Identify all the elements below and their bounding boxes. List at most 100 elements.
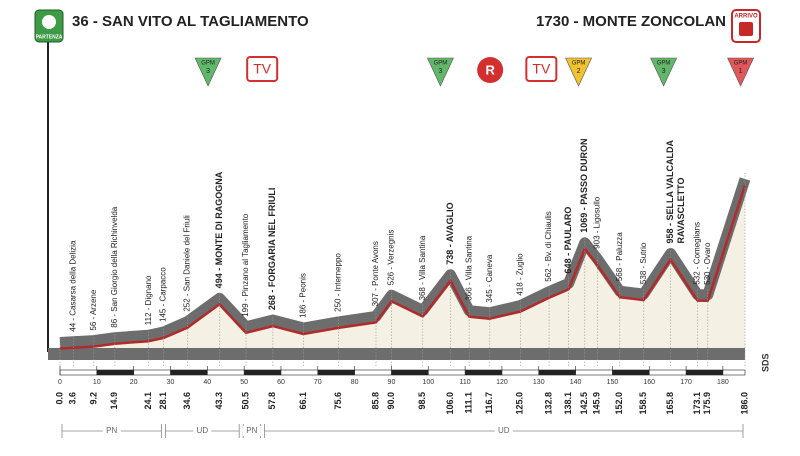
distance-label: 138.1 — [563, 392, 573, 415]
place-label: 345 - Caneva — [485, 254, 494, 303]
profile-fill — [60, 185, 745, 352]
place-label: 252 - San Daniele del Friuli — [183, 215, 192, 312]
distance-label: 3.6 — [68, 392, 78, 405]
km-segment — [686, 370, 723, 375]
region-label: UD — [498, 426, 510, 435]
distance-label: 186.0 — [739, 392, 749, 415]
x-tick-label: 70 — [314, 379, 322, 386]
place-label: 562 - Bv. di Chiaulis — [544, 211, 553, 282]
place-label: 186 - Peonis — [299, 273, 308, 318]
x-tick-label: 180 — [717, 379, 729, 386]
x-tick-label: 0 — [58, 379, 62, 386]
place-label: 366 - Villa Santina — [464, 235, 473, 300]
km-segment — [538, 370, 576, 375]
credit: SDS — [760, 353, 770, 372]
place-label: 958 - SELLA VALCALDA — [665, 140, 675, 244]
gpm-marker — [426, 57, 454, 87]
place-label: 494 - MONTE DI RAGOGNA — [214, 171, 224, 288]
distance-label: 66.1 — [298, 392, 308, 410]
distance-label: 175.9 — [702, 392, 712, 415]
gpm-text: GPM — [434, 61, 448, 67]
distance-label: 158.5 — [638, 392, 648, 415]
x-tick-label: 40 — [203, 379, 211, 386]
distance-label: 106.0 — [445, 392, 455, 415]
tv-marker — [246, 56, 279, 82]
place-label: 903 - Ligosullo — [592, 196, 601, 249]
x-tick-label: 30 — [167, 379, 175, 386]
x-tick-label: 150 — [607, 379, 619, 386]
gpm-marker — [565, 57, 593, 87]
gpm-category: 3 — [662, 68, 666, 75]
tv-text: TV — [253, 61, 272, 77]
region-label: PN — [246, 426, 257, 435]
finish-badge-text: ARRIVO — [734, 14, 758, 20]
distance-label: 98.5 — [417, 392, 427, 410]
distance-label: 24.1 — [143, 392, 153, 410]
place-label: 648 - PAULARO — [563, 207, 573, 274]
region-label: UD — [197, 426, 209, 435]
gpm-marker — [727, 57, 755, 87]
region-label-bg — [193, 426, 212, 436]
distance-label: 28.1 — [158, 392, 168, 410]
x-tick-label: 90 — [388, 379, 396, 386]
distance-label: 50.5 — [240, 392, 250, 410]
region-label-bg — [494, 426, 513, 436]
distance-label: 90.0 — [386, 392, 396, 410]
region-label-bg — [242, 426, 261, 436]
km-segment — [96, 370, 134, 375]
km-segment — [317, 370, 355, 375]
gpm-marker — [194, 57, 222, 87]
x-tick-label: 170 — [680, 379, 692, 386]
place-label: 199 - Pinzano al Tagliamento — [241, 213, 250, 317]
start-title: 36 - SAN VITO AL TAGLIAMENTO — [72, 13, 309, 30]
gpm-text: GPM — [734, 61, 748, 67]
x-tick-label: 50 — [240, 379, 248, 386]
km-segment — [170, 370, 208, 375]
gpm-text: GPM — [657, 61, 671, 67]
place-label: 307 - Ponte Avons — [371, 241, 380, 306]
start-icon — [42, 15, 56, 29]
km-segment — [612, 370, 650, 375]
distance-label: 145.9 — [592, 392, 602, 415]
distance-label: 85.8 — [370, 392, 380, 410]
distance-label: 9.2 — [88, 392, 98, 405]
distance-label: 173.1 — [692, 392, 702, 415]
distance-label: 0.0 — [54, 392, 64, 405]
gpm-category: 1 — [739, 68, 743, 75]
profile-base — [48, 348, 745, 360]
place-label: 526 - Verzegnis — [387, 230, 396, 286]
place-label: 250 - Interneppo — [334, 253, 343, 312]
km-segment — [391, 370, 429, 375]
distance-label: 132.8 — [543, 392, 553, 415]
place-label: 538 - Sutrio — [639, 242, 648, 284]
place-label: 568 - Paluzza — [615, 232, 624, 281]
tv-text: TV — [532, 61, 551, 77]
gpm-text: GPM — [572, 61, 586, 67]
km-segment — [244, 370, 281, 375]
region-label-bg — [102, 426, 121, 436]
x-tick-label: 80 — [351, 379, 359, 386]
distance-label: 152.0 — [614, 392, 624, 415]
place-label: 86 - San Giorgio della Richinvelda — [110, 206, 119, 328]
distance-label: 57.8 — [267, 392, 277, 410]
distance-label: 125.0 — [515, 392, 525, 415]
place-label: RAVASCLETTO — [676, 178, 686, 244]
tv-marker — [525, 56, 558, 82]
distance-label: 75.6 — [333, 392, 343, 410]
place-label: 112 - Dignano — [144, 275, 153, 325]
gpm-category: 3 — [438, 68, 442, 75]
x-tick-label: 20 — [130, 379, 138, 386]
gpm-category: 3 — [206, 68, 210, 75]
distance-label: 116.7 — [484, 392, 494, 414]
r-text: R — [485, 62, 495, 77]
distance-label: 142.5 — [579, 392, 589, 415]
x-tick-label: 110 — [460, 379, 471, 386]
place-label: 1069 - PASSO DURON — [579, 138, 589, 232]
x-tick-label: 10 — [93, 379, 101, 386]
place-label: 268 - FORGARIA NEL FRIULI — [267, 188, 277, 311]
place-label: 418 - Zuglio — [515, 253, 524, 296]
distance-label: 43.3 — [214, 392, 224, 410]
gpm-text: GPM — [201, 61, 215, 67]
distance-label: 111.1 — [464, 392, 474, 414]
